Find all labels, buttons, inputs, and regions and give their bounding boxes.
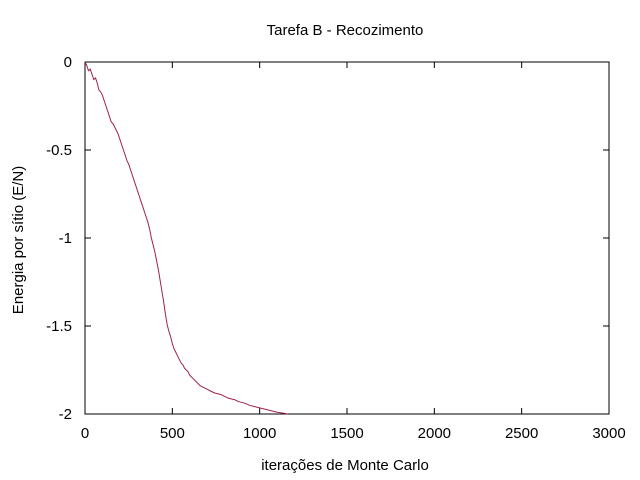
series-layer [84,61,288,415]
plot-frame [84,61,610,415]
x-tick-label: 1000 [243,425,276,442]
x-tick-label: 1500 [330,425,363,442]
y-tick-label: -1.5 [46,318,72,335]
y-tick-label: -0.5 [46,142,72,159]
y-axis-label: Energia por sítio (E/N) [10,166,27,314]
x-tick-labels: 0 500 1000 1500 2000 2500 3000 [81,425,626,442]
series-line-0 [84,61,288,415]
x-tick-label: 3000 [592,425,625,442]
y-tick-label: -2 [59,406,72,423]
y-tick-label: 0 [64,54,72,71]
chart-title: Tarefa B - Recozimento [267,22,424,39]
x-tick-label: 2000 [418,425,451,442]
axis-ticks [84,61,610,415]
x-tick-label: 0 [81,425,89,442]
x-tick-label: 2500 [505,425,538,442]
y-tick-label: -1 [59,230,72,247]
x-axis-label: iterações de Monte Carlo [261,457,429,474]
x-tick-label: 500 [160,425,185,442]
y-tick-labels: 0 -0.5 -1 -1.5 -2 [46,54,72,423]
